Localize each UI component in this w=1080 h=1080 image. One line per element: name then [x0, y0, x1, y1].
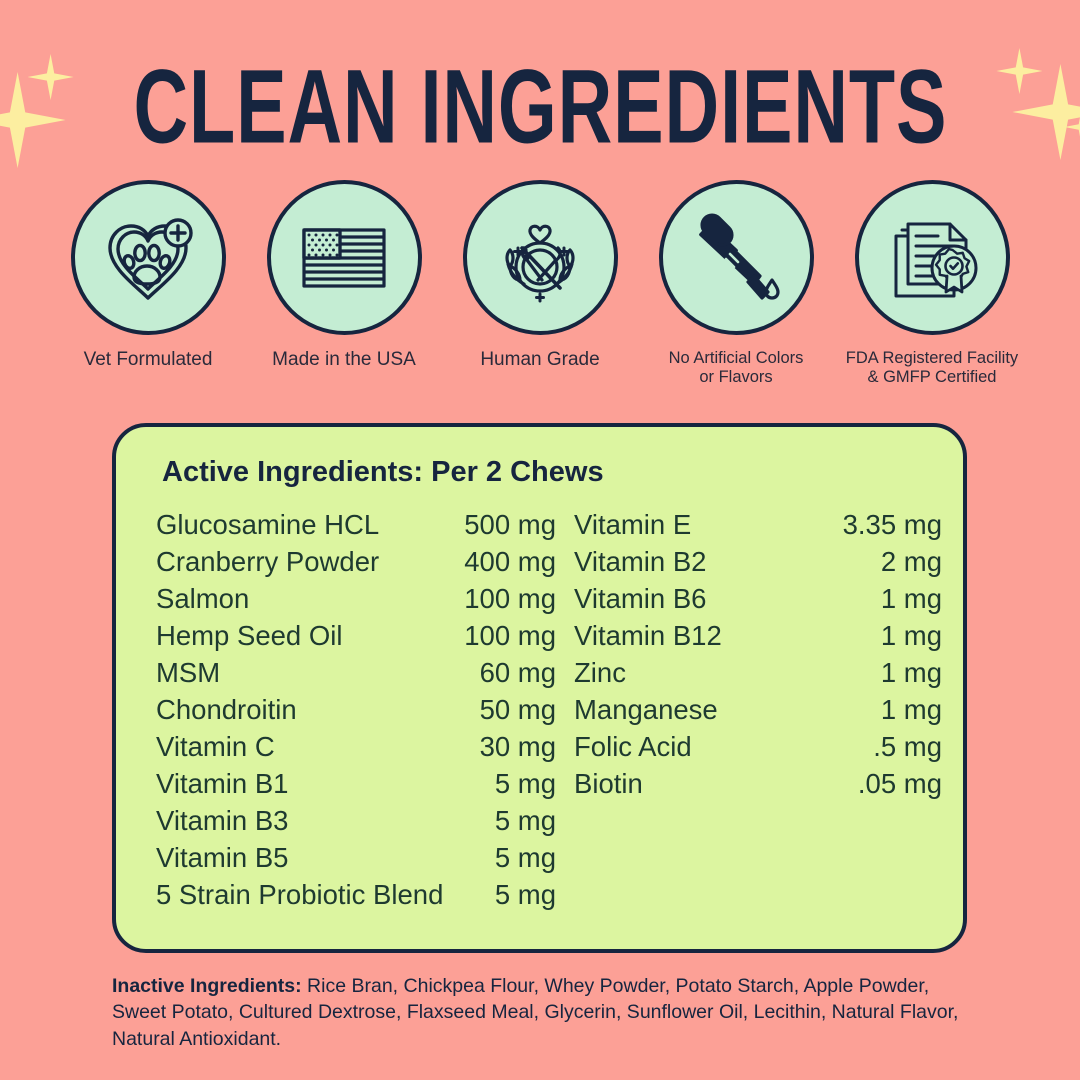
- badge-circle: [70, 180, 226, 335]
- ingredient-value: 5 mg: [494, 879, 556, 910]
- ingredient-row: Vitamin B6 1 mg: [574, 580, 942, 617]
- ingredient-value: 1 mg: [880, 620, 942, 651]
- ingredient-name: Zinc: [574, 657, 626, 688]
- ingredient-row: Manganese 1 mg: [574, 691, 942, 728]
- ingredient-name: Cranberry Powder: [156, 546, 380, 577]
- ingredients-column-left: Glucosamine HCL 500 mg Cranberry Powder 400…: [156, 506, 556, 913]
- trust-badge-row: Vet Formulated Made in the USA: [58, 180, 1022, 388]
- ingredient-name: Vitamin B2: [574, 546, 707, 577]
- sparkle-cluster-right: [996, 48, 1080, 166]
- ingredient-value: 1 mg: [880, 694, 942, 725]
- usa-flag-icon: [302, 227, 386, 288]
- badge-label: FDA Registered Facility & GMFP Certified: [845, 349, 1019, 387]
- ingredient-row: Vitamin C 30 mg: [156, 728, 556, 765]
- ingredient-value: 100 mg: [464, 583, 556, 614]
- ingredient-value: 30 mg: [479, 731, 556, 762]
- ingredient-row: Vitamin B1 5 mg: [156, 765, 556, 802]
- ingredient-name: Glucosamine HCL: [156, 509, 380, 540]
- ingredient-name: Biotin: [574, 768, 643, 799]
- ingredient-row: Salmon 100 mg: [156, 580, 556, 617]
- badge-label: Human Grade: [480, 349, 600, 370]
- ingredient-row: 5 Strain Probiotic Blend 5 mg: [156, 876, 556, 913]
- ingredient-name: Hemp Seed Oil: [156, 620, 343, 651]
- ingredient-value: 400 mg: [464, 546, 556, 577]
- sparkle-icon: [1012, 64, 1080, 160]
- ingredient-name: Chondroitin: [156, 694, 297, 725]
- ingredient-value: 1 mg: [880, 583, 942, 614]
- ingredient-name: MSM: [156, 657, 221, 688]
- ingredient-row: Glucosamine HCL 500 mg: [156, 506, 556, 543]
- sparkle-icon: [0, 72, 66, 168]
- inactive-ingredients-label: Inactive Ingredients:: [112, 975, 302, 997]
- ingredient-value: 60 mg: [479, 657, 556, 688]
- ingredient-row: Vitamin B3 5 mg: [156, 802, 556, 839]
- ingredient-row: Vitamin B12 1 mg: [574, 617, 942, 654]
- badge-vet-formulated: Vet Formulated: [58, 180, 238, 371]
- ingredient-row: Vitamin E 3.35 mg: [574, 506, 942, 543]
- panel-heading: Active Ingredients: Per 2 Chews: [162, 456, 604, 488]
- ingredient-name: 5 Strain Probiotic Blend: [156, 879, 444, 910]
- ingredient-value: 5 mg: [494, 842, 556, 873]
- active-ingredients-panel: Active Ingredients: Per 2 Chews Glucosam…: [112, 423, 967, 953]
- badge-no-artificial-colors: No Artificial Colors or Flavors: [646, 180, 826, 388]
- ingredient-value: 50 mg: [479, 694, 556, 725]
- ingredients-column-right: Vitamin E 3.35 mg Vitamin B2 2 mg Vitamin B6…: [574, 506, 942, 913]
- ingredient-value: 3.35 mg: [842, 509, 942, 540]
- ingredients-columns: Glucosamine HCL 500 mg Cranberry Powder 400…: [156, 506, 942, 913]
- badge-label: Vet Formulated: [83, 349, 213, 370]
- page-title-row: CLEAN INGREDIENTS: [0, 48, 1080, 168]
- badge-label: No Artificial Colors or Flavors: [668, 349, 804, 387]
- ingredient-name: Vitamin B3: [156, 805, 289, 836]
- ingredient-name: Salmon: [156, 583, 250, 614]
- ingredient-name: Vitamin B1: [156, 768, 289, 799]
- badge-label: Made in the USA: [272, 349, 416, 370]
- ingredient-value: .5 mg: [873, 731, 942, 762]
- ingredient-name: Folic Acid: [574, 731, 692, 762]
- ingredient-value: 1 mg: [880, 657, 942, 688]
- eyedropper-no-artificial-icon: [699, 212, 780, 300]
- ingredient-name: Vitamin E: [574, 509, 692, 540]
- badge-made-in-usa: Made in the USA: [254, 180, 434, 371]
- inactive-ingredients: Inactive Ingredients: Rice Bran, Chickpe…: [112, 973, 984, 1052]
- badge-circle: [266, 180, 422, 335]
- sparkle-icon: [996, 48, 1043, 94]
- ingredient-value: 2 mg: [880, 546, 942, 577]
- ingredient-value: 5 mg: [494, 805, 556, 836]
- badge-circle: [854, 180, 1010, 335]
- inactive-ingredients-text: Rice Bran, Chickpea Flour, Whey Powder, …: [112, 975, 959, 1050]
- ingredient-row: Vitamin B2 2 mg: [574, 543, 942, 580]
- ingredient-row: Vitamin B5 5 mg: [156, 839, 556, 876]
- ingredient-name: Vitamin C: [156, 731, 275, 762]
- ingredient-value: 500 mg: [464, 509, 556, 540]
- ingredient-row: Folic Acid .5 mg: [574, 728, 942, 765]
- ingredient-name: Vitamin B12: [574, 620, 722, 651]
- ingredient-name: Manganese: [574, 694, 718, 725]
- ingredient-name: Vitamin B5: [156, 842, 289, 873]
- badge-circle: [462, 180, 618, 335]
- ingredient-row: Biotin .05 mg: [574, 765, 942, 802]
- document-award-seal-icon: [894, 222, 978, 297]
- ingredient-name: Vitamin B6: [574, 583, 707, 614]
- badge-human-grade: Human Grade: [450, 180, 630, 371]
- badge-circle: [658, 180, 814, 335]
- ingredient-value: .05 mg: [857, 768, 942, 799]
- ingredient-row: Zinc 1 mg: [574, 654, 942, 691]
- heart-paw-plus-icon: [108, 217, 193, 300]
- sparkle-icon: [27, 54, 74, 100]
- badge-fda-registered: FDA Registered Facility & GMFP Certified: [842, 180, 1022, 388]
- ingredient-row: MSM 60 mg: [156, 654, 556, 691]
- ingredient-row: Hemp Seed Oil 100 mg: [156, 617, 556, 654]
- sparkle-cluster-left: [0, 48, 84, 168]
- ingredient-value: 5 mg: [494, 768, 556, 799]
- plate-fork-knife-heart-icon: [505, 224, 575, 302]
- page-title: CLEAN INGREDIENTS: [133, 48, 947, 166]
- ingredient-value: 100 mg: [464, 620, 556, 651]
- ingredient-row: Chondroitin 50 mg: [156, 691, 556, 728]
- ingredient-row: Cranberry Powder 400 mg: [156, 543, 556, 580]
